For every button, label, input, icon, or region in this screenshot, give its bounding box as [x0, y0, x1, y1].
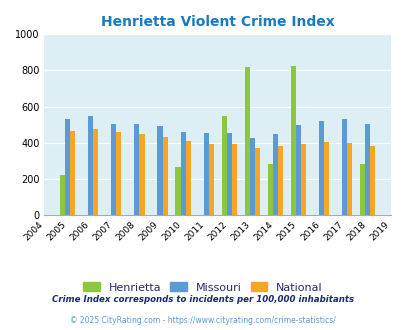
- Bar: [88, 116, 93, 215]
- Bar: [70, 131, 75, 215]
- Bar: [346, 143, 351, 215]
- Title: Henrietta Violent Crime Index: Henrietta Violent Crime Index: [100, 15, 334, 29]
- Bar: [249, 138, 254, 215]
- Bar: [318, 121, 323, 215]
- Bar: [359, 163, 364, 215]
- Bar: [272, 134, 277, 215]
- Bar: [93, 129, 98, 215]
- Bar: [369, 146, 374, 215]
- Bar: [111, 124, 116, 215]
- Bar: [208, 144, 213, 215]
- Bar: [134, 124, 139, 215]
- Bar: [116, 132, 121, 215]
- Bar: [221, 115, 226, 215]
- Bar: [226, 133, 231, 215]
- Bar: [277, 146, 282, 215]
- Bar: [295, 125, 300, 215]
- Bar: [139, 134, 144, 215]
- Bar: [300, 144, 305, 215]
- Bar: [290, 66, 295, 215]
- Bar: [60, 175, 65, 215]
- Bar: [162, 137, 167, 215]
- Text: © 2025 CityRating.com - https://www.cityrating.com/crime-statistics/: © 2025 CityRating.com - https://www.city…: [70, 316, 335, 325]
- Bar: [244, 67, 249, 215]
- Bar: [231, 144, 236, 215]
- Bar: [254, 148, 259, 215]
- Text: Crime Index corresponds to incidents per 100,000 inhabitants: Crime Index corresponds to incidents per…: [52, 295, 353, 304]
- Bar: [157, 126, 162, 215]
- Bar: [175, 167, 180, 215]
- Bar: [323, 142, 328, 215]
- Bar: [180, 132, 185, 215]
- Legend: Henrietta, Missouri, National: Henrietta, Missouri, National: [79, 278, 326, 297]
- Bar: [364, 124, 369, 215]
- Bar: [341, 119, 346, 215]
- Bar: [185, 141, 190, 215]
- Bar: [65, 119, 70, 215]
- Bar: [267, 164, 272, 215]
- Bar: [203, 133, 208, 215]
